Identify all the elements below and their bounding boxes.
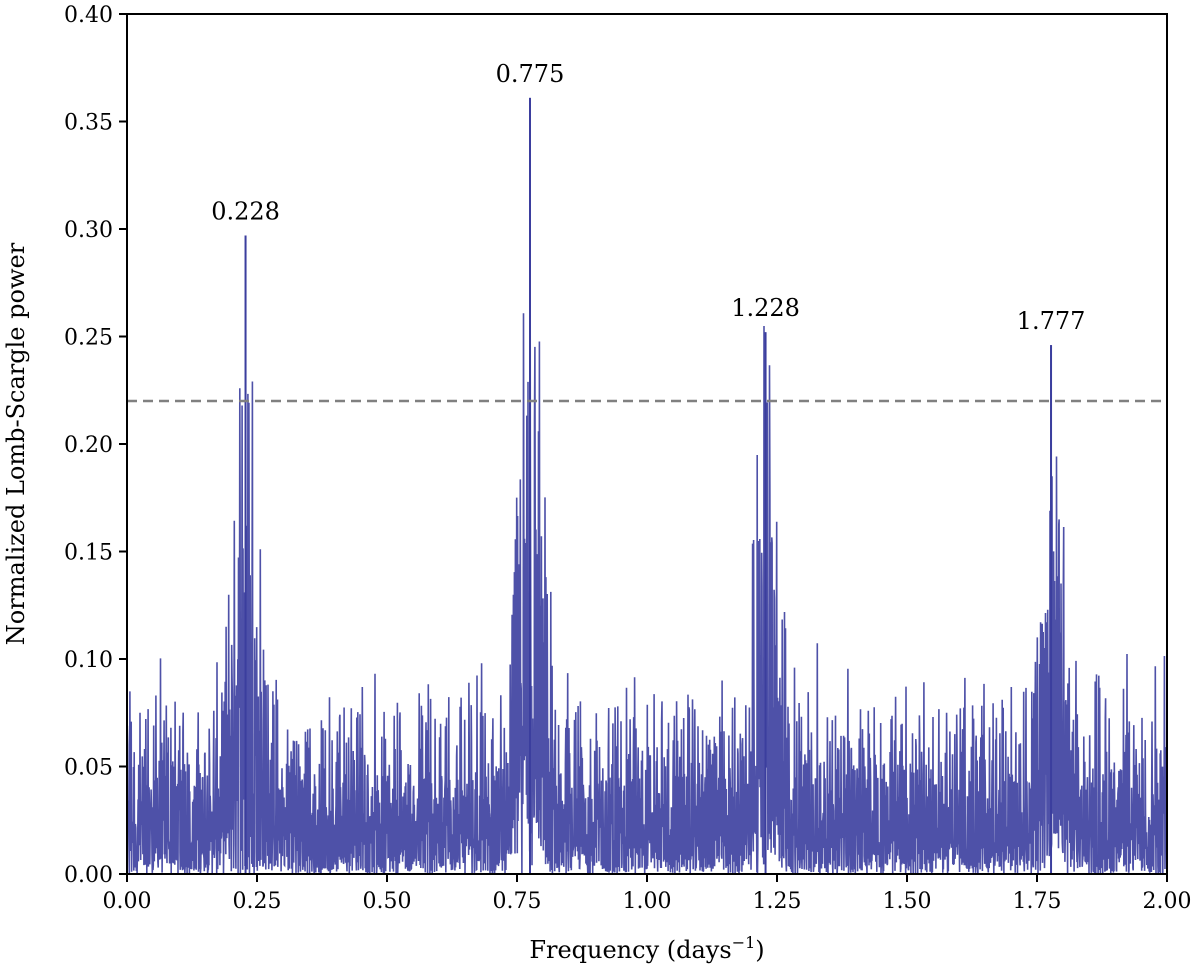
peak-label: 0.228 [211,197,280,225]
peak-label: 0.775 [496,60,565,88]
y-axis-label: Normalized Lomb-Scargle power [2,242,30,645]
y-tick-label: 0.15 [64,541,113,566]
x-tick-label: 0.25 [233,889,282,914]
y-tick-label: 0.40 [64,3,113,28]
y-axis-ticks: 0.00 0.05 0.10 0.15 0.20 0.25 0.30 0.35 0.40 [64,3,127,888]
plot-area [126,97,1168,875]
y-tick-label: 0.35 [64,111,113,136]
x-tick-label: 0.50 [363,889,412,914]
x-axis-ticks: 0.00 0.25 0.50 0.75 1.00 1.25 1.50 1.75 2.00 [103,874,1192,914]
x-tick-label: 1.75 [1013,889,1062,914]
y-tick-label: 0.05 [64,756,113,781]
y-tick-label: 0.20 [64,433,113,458]
x-tick-label: 0.00 [103,889,152,914]
x-tick-label: 1.00 [623,889,672,914]
x-tick-label: 1.25 [753,889,802,914]
power-series-line [126,97,1168,875]
y-tick-label: 0.00 [64,863,113,888]
peak-label: 1.228 [731,294,800,322]
y-tick-label: 0.25 [64,326,113,351]
peak-labels: 0.228 0.775 1.228 1.777 [211,60,1085,335]
x-axis-label: Frequency (days−1) [529,933,764,964]
y-tick-label: 0.30 [64,218,113,243]
x-tick-label: 0.75 [493,889,542,914]
x-tick-label: 1.50 [883,889,932,914]
y-tick-label: 0.10 [64,648,113,673]
x-tick-label: 2.00 [1143,889,1192,914]
peak-label: 1.777 [1017,307,1086,335]
